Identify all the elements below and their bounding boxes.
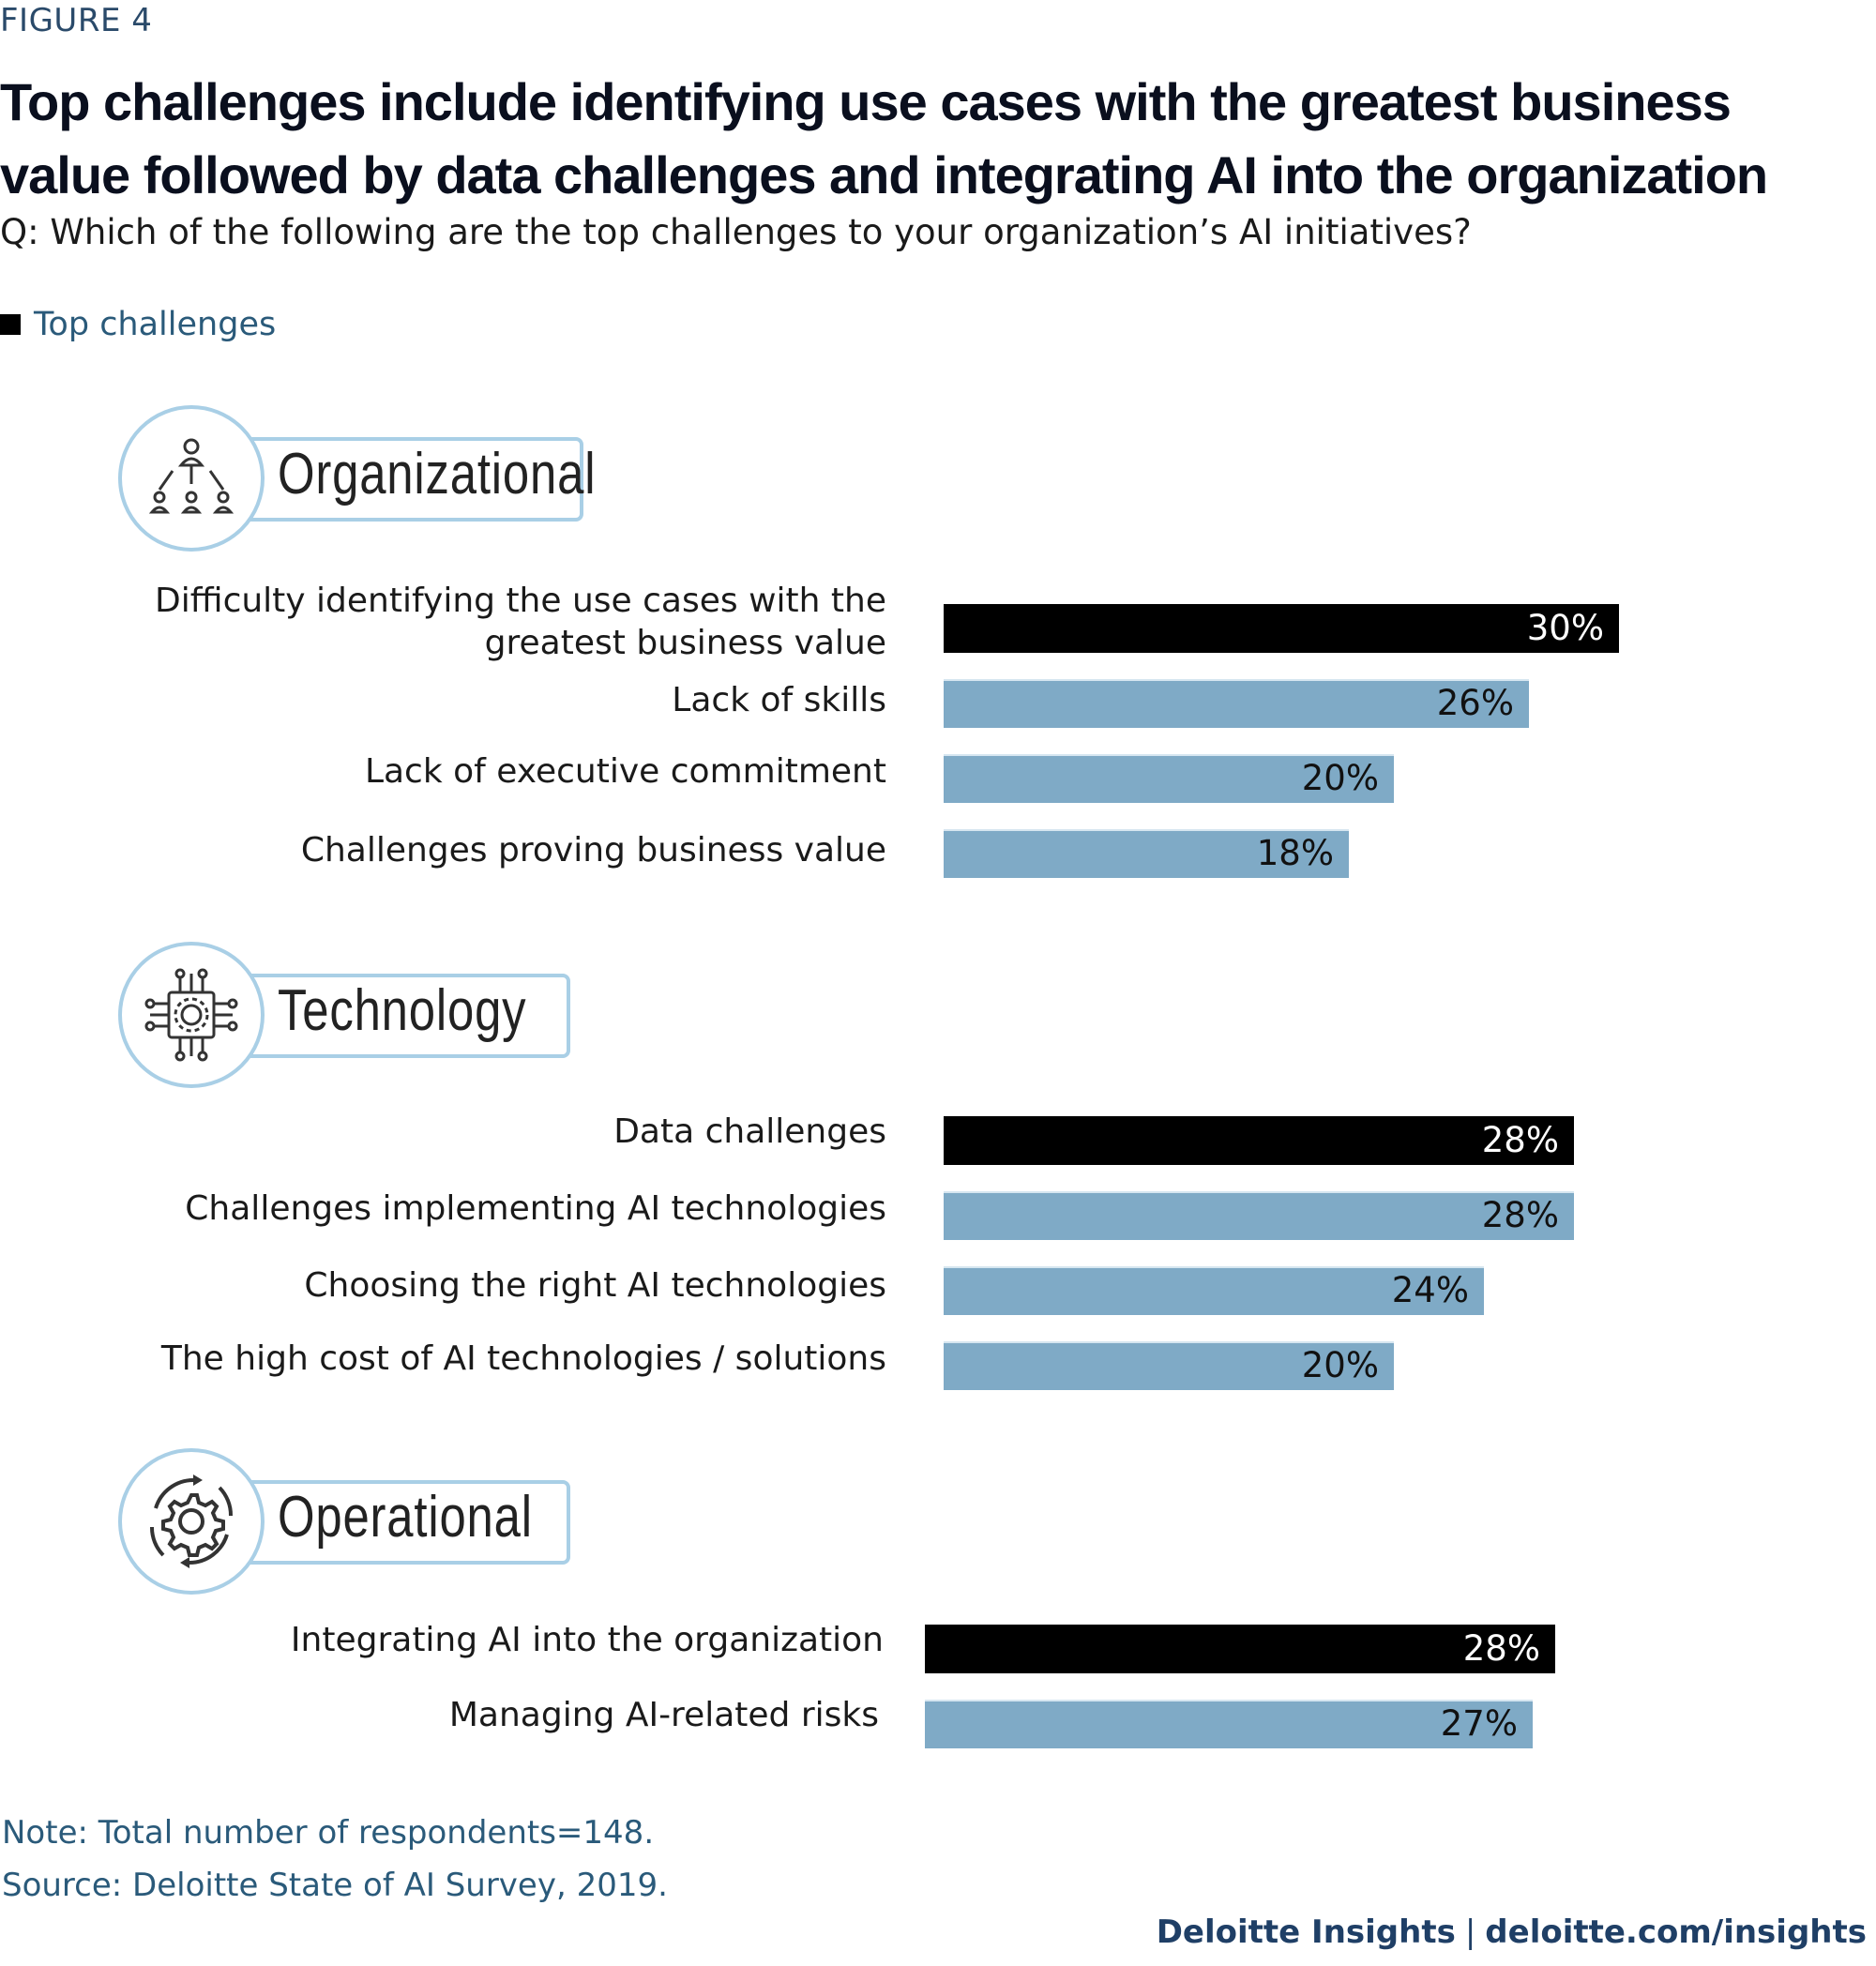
category-label: Choosing the right AI technologies	[304, 1266, 886, 1305]
chart-title: Top challenges include identifying use c…	[0, 72, 1768, 204]
bar-organizational-2	[944, 754, 1394, 803]
figure-label: FIGURE 4	[0, 2, 153, 39]
bar-value-label: 20%	[1301, 1345, 1379, 1385]
category-label: The high cost of AI technologies / solut…	[160, 1339, 886, 1378]
legend-swatch	[0, 314, 21, 335]
category-label: Integrating AI into the organization	[290, 1621, 884, 1659]
legend-label: Top challenges	[34, 306, 277, 343]
bar-value-label: 26%	[1436, 683, 1514, 723]
footer: Deloitte Insights | deloitte.com/insights	[1157, 1913, 1867, 1951]
footer-brand: Deloitte Insights	[1156, 1913, 1456, 1951]
bar-value-label: 27%	[1440, 1703, 1518, 1744]
chart-note: Note: Total number of respondents=148.	[2, 1814, 655, 1852]
footer-link[interactable]: deloitte.com/insights	[1485, 1913, 1867, 1951]
bar-organizational-1	[944, 679, 1529, 728]
category-label: Challenges proving business value	[300, 831, 886, 870]
chart-source: Source: Deloitte State of AI Survey, 201…	[2, 1867, 668, 1904]
bar-value-label: 28%	[1481, 1120, 1559, 1160]
category-label: Lack of skills	[672, 681, 886, 719]
section-title-organizational: Organizational	[278, 442, 597, 507]
bar-value-label: 20%	[1301, 758, 1379, 798]
bar-organizational-3	[944, 829, 1349, 878]
bar-organizational-0	[944, 604, 1619, 653]
category-label: Challenges implementing AI technologies	[185, 1189, 886, 1228]
footer-separator: |	[1464, 1913, 1476, 1951]
category-label: Difficulty identifying the use cases wit…	[155, 582, 886, 662]
bar-technology-1	[944, 1191, 1574, 1240]
section-title-operational: Operational	[278, 1485, 533, 1550]
chart-subtitle: Q: Which of the following are the top ch…	[0, 212, 1472, 252]
bar-technology-3	[944, 1341, 1394, 1390]
cycle-gear-icon	[118, 1448, 265, 1595]
category-label: Data challenges	[613, 1112, 886, 1151]
bar-operational-1	[925, 1700, 1533, 1748]
category-label: Lack of executive commitment	[364, 752, 886, 791]
bar-value-label: 28%	[1462, 1628, 1540, 1669]
bar-technology-2	[944, 1266, 1484, 1315]
category-label: Managing AI-related risks	[448, 1696, 879, 1734]
chip-gear-icon	[118, 942, 265, 1088]
bar-value-label: 18%	[1256, 833, 1334, 873]
section-title-technology: Technology	[278, 978, 527, 1043]
bar-technology-0	[944, 1116, 1574, 1165]
legend: Top challenges	[0, 306, 276, 343]
org-chart-icon	[118, 405, 265, 552]
bar-value-label: 24%	[1391, 1270, 1469, 1310]
bar-value-label: 28%	[1481, 1195, 1559, 1235]
bar-operational-0	[925, 1625, 1555, 1673]
bar-value-label: 30%	[1526, 608, 1604, 648]
